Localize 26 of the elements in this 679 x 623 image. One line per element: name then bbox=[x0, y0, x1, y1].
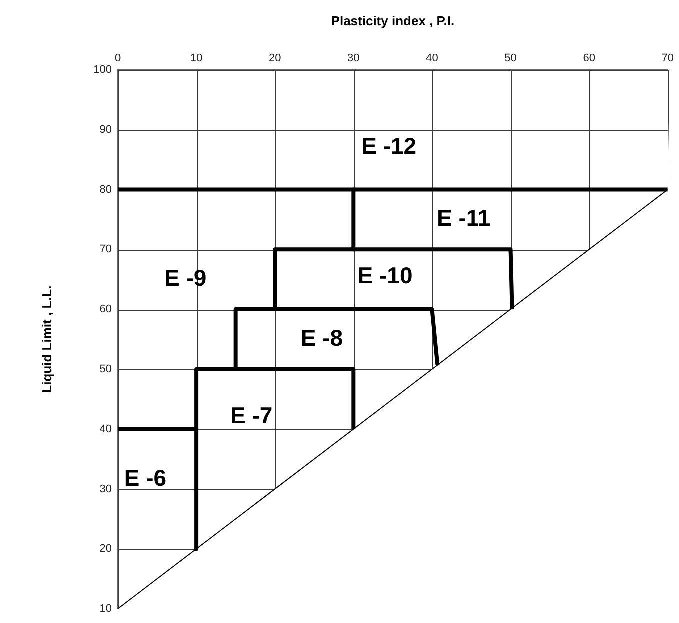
x-tick-label: 50 bbox=[504, 52, 517, 64]
y-tick-label: 70 bbox=[100, 244, 112, 256]
y-tick-label: 30 bbox=[100, 483, 112, 496]
x-tick-label: 60 bbox=[583, 52, 596, 64]
x-tick-label: 70 bbox=[662, 52, 674, 64]
annotation: E -10 bbox=[358, 262, 413, 288]
y-tick-label: 80 bbox=[100, 184, 112, 196]
x-tick-label: 10 bbox=[190, 52, 203, 64]
y-tick-label: 60 bbox=[100, 304, 112, 316]
y-tick-label: 20 bbox=[100, 543, 112, 556]
x-tick-label: 0 bbox=[114, 52, 122, 64]
x-axis-title: Plasticity index , P.I. bbox=[331, 13, 455, 28]
annotation: E -8 bbox=[300, 324, 344, 351]
y-tick-label: 50 bbox=[100, 363, 112, 376]
y-axis-title: Liquid Limit , L.L. bbox=[39, 286, 54, 394]
x-tick-label: 30 bbox=[348, 52, 360, 64]
annotation: E -6 bbox=[124, 464, 167, 491]
y-tick-label: 40 bbox=[100, 423, 112, 436]
annotation: E -11 bbox=[437, 205, 491, 232]
annotation: E -7 bbox=[230, 402, 273, 428]
x-tick-label: 20 bbox=[268, 52, 282, 64]
y-tick-label: 100 bbox=[94, 64, 112, 76]
x-tick-label: 40 bbox=[426, 52, 438, 64]
y-tick-label: 10 bbox=[100, 603, 112, 616]
annotation: E -12 bbox=[362, 132, 417, 159]
y-tick-label: 90 bbox=[100, 124, 112, 136]
